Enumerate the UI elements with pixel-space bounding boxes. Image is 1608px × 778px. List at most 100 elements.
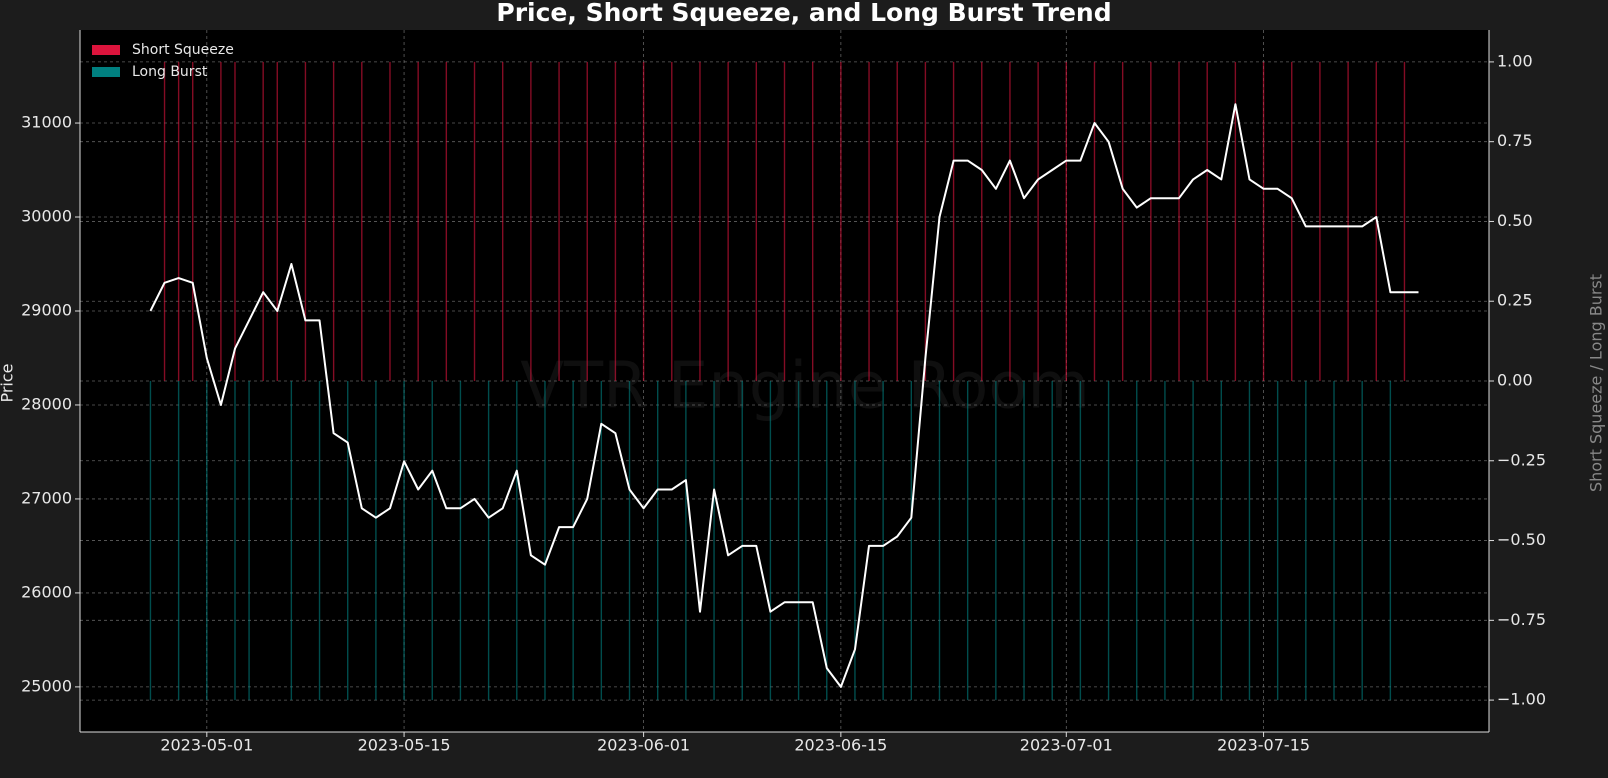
y-tick-label: 25000 bbox=[21, 676, 72, 695]
event-bar bbox=[361, 61, 363, 382]
y2-tick-label: 0.50 bbox=[1497, 211, 1533, 230]
event-bar bbox=[1347, 61, 1349, 382]
event-bar bbox=[586, 61, 588, 382]
y2-tick-label: 1.00 bbox=[1497, 51, 1533, 70]
x-tick-label: 2023-05-01 bbox=[160, 736, 253, 755]
legend-swatch bbox=[92, 67, 120, 77]
event-bar bbox=[431, 381, 433, 701]
event-bar bbox=[1136, 381, 1138, 701]
y-tick-label: 29000 bbox=[21, 300, 72, 319]
event-bar bbox=[177, 61, 180, 382]
event-bar bbox=[149, 381, 152, 701]
event-bar bbox=[868, 61, 870, 382]
event-bar bbox=[234, 61, 236, 382]
event-bar bbox=[1079, 381, 1082, 701]
event-bar bbox=[375, 381, 377, 701]
y-tick-label: 30000 bbox=[21, 207, 72, 226]
event-bar bbox=[769, 381, 772, 701]
event-bar bbox=[1065, 61, 1067, 382]
event-bar bbox=[1164, 381, 1166, 701]
legend-swatch bbox=[92, 45, 120, 55]
event-bar bbox=[1305, 381, 1307, 701]
y-tick-label: 27000 bbox=[21, 488, 72, 507]
y-tick-label: 31000 bbox=[21, 113, 72, 132]
event-bar bbox=[1291, 61, 1293, 382]
event-bar bbox=[304, 61, 307, 382]
event-bar bbox=[192, 61, 194, 382]
y2-tick-label: 0.00 bbox=[1497, 371, 1533, 390]
legend-label: Short Squeeze bbox=[132, 42, 234, 58]
event-bar bbox=[966, 381, 969, 701]
event-bar bbox=[1178, 61, 1180, 382]
event-bar bbox=[1037, 61, 1039, 382]
event-bar bbox=[1093, 61, 1096, 382]
event-bar bbox=[1333, 381, 1335, 701]
event-bar bbox=[642, 61, 645, 382]
y2-tick-label: −0.25 bbox=[1497, 450, 1546, 469]
y-axis-label: Price bbox=[0, 363, 17, 402]
event-bar bbox=[1150, 61, 1152, 382]
event-bar bbox=[417, 61, 419, 382]
event-bar bbox=[1121, 61, 1124, 382]
y2-axis-label: Short Squeeze / Long Burst bbox=[1587, 274, 1606, 492]
event-bar bbox=[981, 61, 983, 382]
y2-tick-label: −0.50 bbox=[1497, 530, 1546, 549]
y-tick-label: 28000 bbox=[21, 394, 72, 413]
event-bar bbox=[318, 381, 321, 701]
event-bar bbox=[1206, 61, 1208, 382]
event-bar bbox=[163, 61, 166, 382]
event-bar bbox=[234, 381, 236, 701]
event-bar bbox=[248, 381, 250, 701]
event-bar bbox=[600, 381, 603, 701]
event-bar bbox=[995, 381, 997, 701]
event-bar bbox=[741, 381, 743, 701]
event-bar bbox=[952, 61, 955, 382]
x-tick-label: 2023-05-15 bbox=[358, 736, 451, 755]
event-bar bbox=[1248, 381, 1251, 701]
event-bar bbox=[1389, 381, 1392, 701]
event-bar bbox=[628, 381, 631, 701]
event-bar bbox=[826, 381, 828, 701]
event-bar bbox=[502, 61, 504, 382]
event-bar bbox=[1276, 381, 1279, 701]
event-bar bbox=[516, 381, 518, 701]
event-bar bbox=[1009, 61, 1011, 382]
event-bar bbox=[671, 61, 673, 382]
event-bar bbox=[783, 61, 786, 382]
chart-title: Price, Short Squeeze, and Long Burst Tre… bbox=[496, 0, 1111, 27]
legend-label: Long Burst bbox=[132, 64, 208, 80]
plot-layer bbox=[80, 30, 1489, 732]
event-bar bbox=[713, 381, 715, 701]
event-bar bbox=[910, 381, 913, 701]
event-bar bbox=[1107, 381, 1110, 701]
event-bar bbox=[840, 61, 842, 382]
event-bar bbox=[177, 381, 180, 701]
event-bar bbox=[614, 61, 617, 382]
event-bar bbox=[811, 61, 814, 382]
event-bar bbox=[1262, 61, 1265, 382]
event-bar bbox=[347, 381, 349, 701]
event-bar bbox=[262, 61, 264, 382]
x-tick-label: 2023-06-01 bbox=[597, 736, 690, 755]
x-tick-label: 2023-07-15 bbox=[1217, 736, 1310, 755]
event-bar bbox=[1361, 381, 1363, 701]
event-bar bbox=[854, 381, 856, 701]
event-bar bbox=[572, 381, 574, 701]
event-bar bbox=[389, 61, 391, 382]
price-line bbox=[149, 103, 1419, 688]
event-bar bbox=[685, 381, 687, 701]
event-bar bbox=[699, 61, 701, 382]
y2-tick-label: 0.25 bbox=[1497, 291, 1533, 310]
event-bar bbox=[1234, 61, 1237, 382]
event-bar bbox=[220, 61, 222, 382]
event-bar bbox=[558, 61, 560, 382]
x-tick-label: 2023-06-15 bbox=[794, 736, 887, 755]
x-tick-label: 2023-07-01 bbox=[1020, 736, 1113, 755]
event-bar bbox=[882, 381, 884, 701]
y2-tick-label: 0.75 bbox=[1497, 131, 1533, 150]
event-bar bbox=[797, 381, 800, 701]
event-bar bbox=[487, 381, 490, 701]
event-bar bbox=[1051, 381, 1053, 701]
event-bar bbox=[924, 61, 927, 382]
